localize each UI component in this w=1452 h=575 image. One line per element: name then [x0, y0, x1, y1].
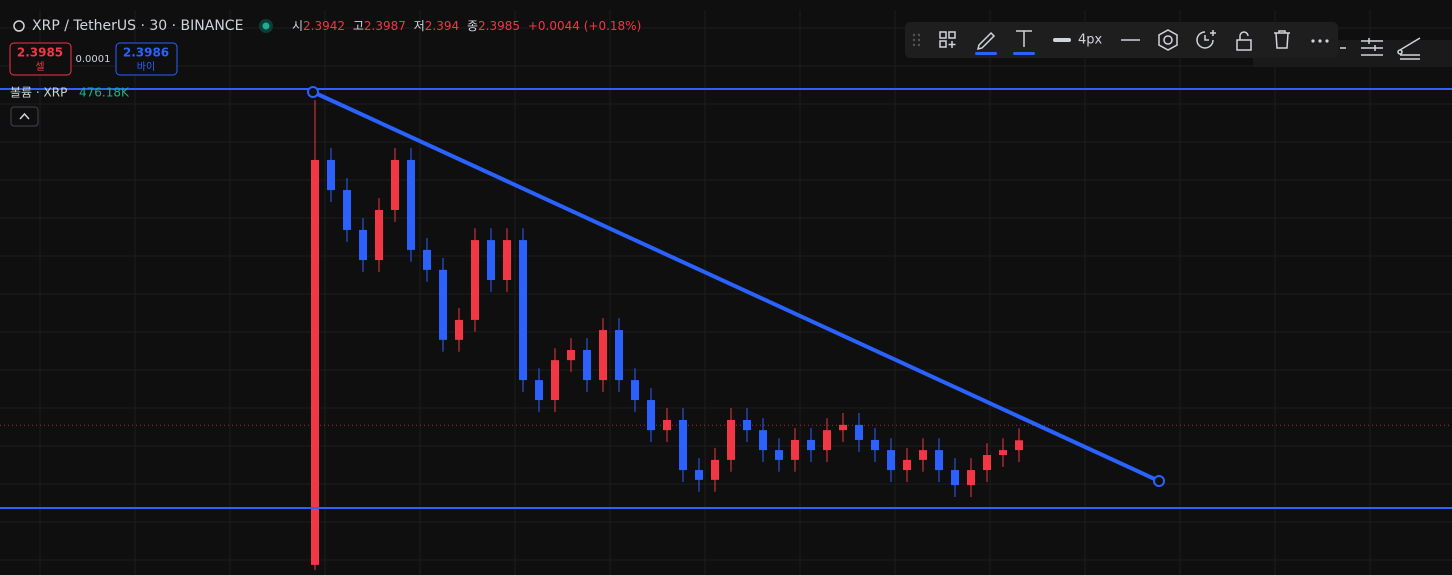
candle-body [967, 470, 975, 486]
symbol-icon [13, 20, 25, 32]
delete-icon[interactable] [1274, 30, 1290, 49]
candle-body [999, 450, 1007, 455]
candle-body [807, 439, 815, 451]
candles [311, 100, 1023, 571]
ohlc-legend: 시2.3942 고2.3987 저2.394 종2.3985 +0.0044 (… [292, 19, 641, 33]
candle-body [583, 350, 591, 381]
candle-body [823, 430, 831, 451]
text-color-icon[interactable] [1016, 30, 1032, 47]
candle-body [935, 450, 943, 471]
trend-line[interactable] [312, 90, 1160, 483]
candle-body [375, 210, 383, 261]
settings-icon[interactable] [1158, 29, 1178, 51]
candle-body [663, 420, 671, 431]
candle-body [551, 360, 559, 401]
ohlc-value: 2.3942 [303, 19, 345, 33]
candle-body [311, 159, 319, 565]
candle-body [343, 190, 351, 230]
candle-body [599, 330, 607, 381]
spread: 0.0001 [76, 54, 111, 65]
candle-body [951, 470, 959, 486]
drawings-icon[interactable] [1397, 37, 1421, 60]
candle-body [759, 430, 767, 451]
ohlc-value: 2.3985 [478, 19, 520, 33]
candle-body [679, 420, 687, 471]
drag-handle[interactable] [912, 33, 921, 47]
candle-body [791, 439, 799, 460]
candle-body [775, 450, 783, 460]
collapse-button[interactable] [10, 106, 39, 127]
candle-body [743, 420, 751, 431]
candle-body [327, 159, 335, 191]
candle-body [439, 269, 447, 340]
trend-handle[interactable] [1153, 475, 1165, 487]
candle-body [487, 240, 495, 280]
candle-body [535, 380, 543, 401]
candle-body [727, 420, 735, 460]
change: +0.0044 (+0.18%) [528, 19, 641, 33]
candle-body [519, 240, 527, 381]
status-dot [262, 22, 270, 30]
candle-body [391, 159, 399, 210]
candle-body [407, 159, 415, 250]
trend-handle[interactable] [307, 86, 319, 98]
lock-icon[interactable] [1236, 31, 1252, 51]
candle-body [471, 240, 479, 320]
sell-price: 2.3985 [17, 46, 63, 60]
candle-body [631, 380, 639, 401]
candle-body [615, 330, 623, 381]
candle-body [983, 455, 991, 471]
candle-body [855, 424, 863, 440]
candle-body [503, 240, 511, 280]
volume-label: 볼륨 · XRP [10, 86, 67, 100]
candle-body [647, 400, 655, 431]
alert-icon[interactable] [1196, 30, 1216, 49]
candle-body [903, 459, 911, 471]
candle-body [1015, 440, 1023, 451]
ohlc-value: 2.3987 [364, 19, 406, 33]
templates-icon[interactable] [939, 31, 956, 48]
candle-body [871, 439, 879, 451]
symbol-title[interactable]: XRP / TetherUS · 30 · BINANCE [32, 18, 243, 34]
candle-body [887, 450, 895, 471]
line-color-icon[interactable] [976, 31, 996, 51]
candle-body [423, 249, 431, 270]
ohlc-value: 2.394 [425, 19, 459, 33]
line-width-icon[interactable] [1053, 38, 1071, 42]
ohlc-label: 시 [292, 19, 303, 33]
candle-body [695, 470, 703, 480]
sell-button[interactable] [9, 42, 72, 76]
ohlc-label: 고 [353, 19, 364, 33]
candle-body [359, 229, 367, 261]
candle-body [455, 319, 463, 340]
buy-price: 2.3986 [123, 46, 169, 60]
candle-body [567, 350, 575, 361]
color-swatch [975, 52, 997, 55]
sell-label: 셀 [35, 61, 44, 73]
object-tree-icon[interactable] [1340, 38, 1383, 56]
candle-body [919, 450, 927, 460]
collapse-icon [19, 112, 30, 120]
volume-value: 476.18K [79, 86, 130, 100]
color-swatch [1013, 52, 1035, 55]
buy-button[interactable] [115, 42, 178, 76]
grid [0, 10, 1452, 575]
more-icon[interactable] [1311, 39, 1329, 43]
ohlc-label: 저 [414, 19, 425, 33]
ohlc-label: 종 [467, 19, 478, 33]
candle-body [839, 424, 847, 431]
buy-label: 바이 [137, 61, 155, 73]
line-width-label[interactable]: 4px [1078, 33, 1103, 48]
candle-body [711, 459, 719, 480]
